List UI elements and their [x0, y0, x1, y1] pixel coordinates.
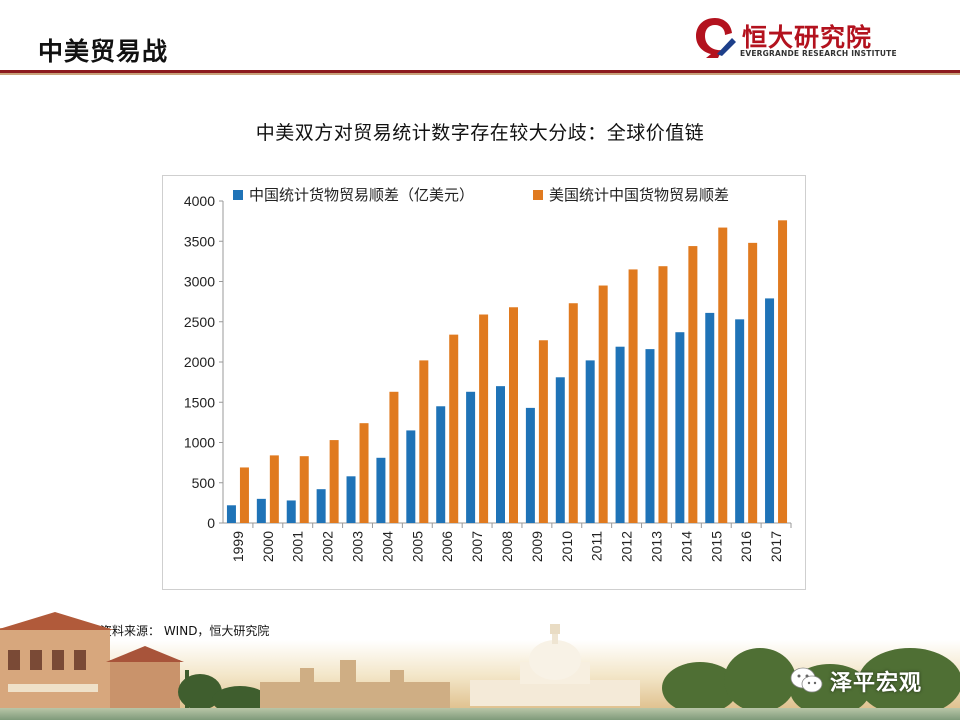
chart-frame: 0 500 1000 1500 2000 2500 3000 3500 4000 1999 2000… [162, 175, 806, 590]
y-tick-label: 1500 [184, 394, 215, 410]
bar-us-2011 [598, 285, 608, 523]
bar-us-2017 [778, 220, 788, 523]
villa-building [0, 612, 184, 720]
x-tick-label: 2003 [350, 531, 366, 562]
bar-us-2015 [718, 227, 728, 523]
y-tick-label: 2500 [184, 314, 215, 330]
chart-title: 中美双方对贸易统计数字存在较大分歧：全球价值链 [255, 122, 705, 144]
x-tick-label: 2009 [529, 531, 545, 562]
bar-us-2012 [628, 269, 638, 523]
bar-us-2001 [299, 456, 309, 523]
bar-china-2014 [675, 332, 685, 523]
bar-us-2004 [389, 391, 399, 523]
x-tick-label: 2012 [619, 531, 635, 562]
x-tick-label: 2005 [409, 531, 425, 562]
bar-china-2013 [645, 349, 655, 523]
bar-us-2007 [479, 314, 489, 523]
bar-us-1999 [239, 467, 249, 523]
x-tick-label: 2015 [708, 531, 724, 562]
evergrande-logo: 恒大研究院 EVERGRANDE RESEARCH INSTITUTE [692, 14, 897, 62]
bar-china-2010 [555, 377, 565, 523]
y-tick-label: 4000 [184, 193, 215, 209]
slide-header: 中美贸易战 恒大研究院 EVERGRANDE RESEARCH INSTITUT… [0, 0, 960, 76]
bar-china-2000 [256, 498, 266, 523]
wechat-watermark: 泽平宏观 [790, 664, 922, 698]
legend-label: 中国统计货物贸易顺差（亿美元） [249, 186, 474, 204]
bar-china-2012 [615, 346, 625, 523]
x-tick-label: 2013 [648, 531, 664, 562]
x-tick-label: 1999 [230, 531, 246, 562]
watermark-text: 泽平宏观 [830, 671, 923, 696]
legend-swatch [533, 190, 543, 200]
bar-china-2003 [346, 476, 356, 523]
x-tick-label: 2011 [589, 531, 605, 561]
bar-us-2016 [748, 242, 758, 524]
evergrande-logo-icon [696, 18, 736, 58]
y-tick-label: 1000 [184, 435, 215, 451]
source-note: 资料来源： WIND，恒大研究院 [100, 624, 270, 638]
bar-us-2009 [538, 340, 548, 523]
x-tick-label: 2006 [439, 531, 455, 562]
bar-us-2003 [359, 423, 369, 523]
bar-us-2006 [449, 334, 459, 523]
bar-china-2006 [436, 406, 446, 523]
x-tick-label: 2000 [260, 531, 276, 562]
bar-us-2000 [269, 455, 279, 523]
bar-us-2013 [658, 266, 668, 523]
bar-china-2004 [376, 457, 386, 523]
bar-chart: 0 500 1000 1500 2000 2500 3000 3500 4000 1999 2000… [184, 186, 792, 562]
bar-china-2002 [316, 489, 326, 523]
x-tick-label: 2014 [678, 531, 694, 562]
bar-us-2002 [329, 440, 339, 523]
legend-label: 美国统计中国货物贸易顺差 [549, 186, 729, 204]
x-tick-label: 2008 [499, 531, 515, 562]
logo-text: 恒大研究院 [742, 23, 873, 52]
x-tick-label: 2010 [559, 531, 575, 562]
header-rule-accent [0, 73, 960, 75]
x-tick-label: 2007 [469, 531, 485, 562]
capitol-building [470, 624, 640, 706]
bar-china-2011 [585, 360, 595, 523]
bar-china-2017 [765, 298, 775, 523]
y-tick-label: 2000 [184, 354, 215, 370]
legend-swatch [233, 190, 243, 200]
x-tick-label: 2016 [738, 531, 754, 562]
x-tick-label: 2002 [320, 531, 336, 562]
bar-china-2008 [496, 386, 505, 523]
y-tick-label: 500 [192, 475, 216, 491]
bar-us-2010 [568, 303, 578, 523]
bar-china-2007 [466, 391, 476, 523]
x-tick-label: 2004 [379, 531, 395, 562]
bar-us-2014 [688, 246, 698, 523]
bar-china-2009 [525, 407, 535, 523]
bar-us-2005 [419, 360, 429, 523]
y-tick-label: 3500 [184, 233, 215, 249]
bar-china-2015 [705, 312, 715, 523]
bar-china-2005 [406, 430, 416, 523]
x-tick-label: 2017 [768, 531, 784, 562]
wechat-icon [790, 667, 823, 693]
header-rule [0, 70, 960, 73]
bar-us-2008 [509, 307, 518, 523]
slide-title: 中美贸易战 [38, 37, 169, 66]
y-tick-label: 0 [207, 515, 215, 531]
y-tick-label: 3000 [184, 274, 215, 290]
bar-china-2001 [286, 500, 296, 523]
bar-china-2016 [735, 319, 745, 523]
logo-subtitle: EVERGRANDE RESEARCH INSTITUTE [740, 49, 897, 58]
bar-china-1999 [226, 505, 236, 523]
x-tick-label: 2001 [290, 531, 306, 562]
